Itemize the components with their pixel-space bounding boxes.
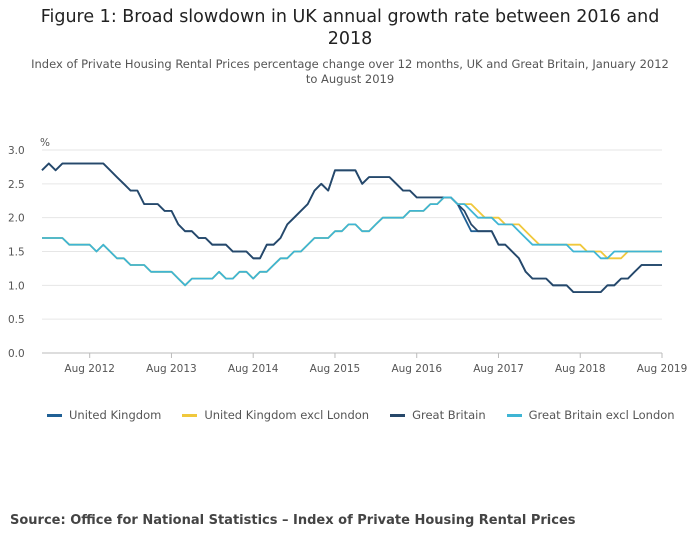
series-line-great-britain	[41, 162, 662, 294]
legend-item: Great Britain	[390, 408, 486, 422]
legend-item: United Kingdom excl London	[182, 408, 369, 422]
legend-label: Great Britain excl London	[528, 408, 675, 422]
series-line-united-kingdom-excl-london	[42, 196, 662, 287]
legend-label: United Kingdom	[69, 408, 162, 422]
legend-swatch	[182, 413, 198, 417]
legend-item: United Kingdom	[47, 408, 161, 422]
x-axis: Aug 2012 Aug 2013 Aug 2014 Aug 2015 Aug 2016…	[64, 353, 687, 375]
x-tick-label: Aug 2017	[473, 363, 524, 375]
x-tick-label: Aug 2018	[555, 363, 606, 375]
y-tick-label: 1.0	[8, 280, 25, 292]
series-line-united-kingdom	[41, 162, 662, 294]
chart-subtitle: Index of Private Housing Rental Prices p…	[31, 57, 669, 86]
y-axis: 0.0 0.5 1.0 1.5 2.0 2.5 3.0%	[8, 137, 50, 360]
legend-label: United Kingdom excl London	[204, 408, 370, 422]
x-tick-label: Aug 2016	[391, 363, 442, 375]
y-tick-label: 3.0	[8, 145, 25, 157]
y-axis-label: %	[40, 137, 50, 149]
x-tick-label: Aug 2012	[64, 363, 115, 375]
gridlines	[42, 149, 662, 354]
legend-label: Great Britain	[412, 408, 486, 422]
legend-swatch	[390, 413, 406, 417]
legend-item: Great Britain excl London	[506, 408, 675, 422]
x-tick-label: Aug 2013	[146, 363, 197, 375]
legend: United Kingdom United Kingdom excl London…	[47, 408, 696, 422]
chart-svg: 0.00.51.01.52.02.53.0% Aug 2012 Aug 2013 A…	[8, 137, 687, 375]
legend-swatch	[506, 413, 522, 417]
legend-swatch	[47, 413, 62, 417]
y-tick-label: 2.0	[8, 213, 25, 225]
y-tick-label: 0.5	[8, 314, 25, 326]
x-tick-label: Aug 2019	[637, 363, 688, 375]
y-tick-label: 2.5	[8, 179, 25, 191]
source-note: Source: Office for National Statistics –…	[10, 513, 576, 528]
series-lines	[41, 162, 662, 294]
x-tick-label: Aug 2015	[310, 363, 361, 375]
y-tick-label: 1.5	[8, 247, 25, 259]
y-tick-label: 0.0	[8, 348, 25, 360]
chart-title: Figure 1: Broad slowdown in UK annual gr…	[40, 7, 660, 49]
x-tick-label: Aug 2014	[228, 363, 279, 375]
series-line-great-britain-excl-london	[42, 196, 662, 287]
